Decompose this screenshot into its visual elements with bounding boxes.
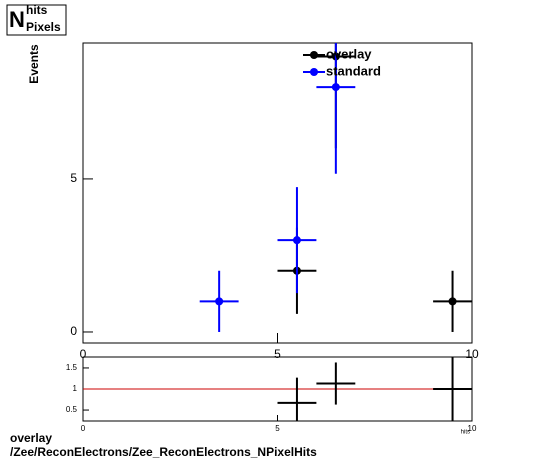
x-tick-label: 0 xyxy=(81,424,86,433)
title-sup: hits xyxy=(26,3,48,17)
y-tick-label: 0.5 xyxy=(66,405,78,414)
x-tick-label: 10 xyxy=(465,347,479,361)
y-axis-label: Events xyxy=(27,44,41,84)
marker xyxy=(292,236,301,245)
caption-line: /Zee/ReconElectrons/Zee_ReconElectrons_N… xyxy=(10,445,317,459)
y-tick-label: 1 xyxy=(73,384,78,393)
x-tick-label: 5 xyxy=(274,347,281,361)
legend-label: overlay xyxy=(326,46,372,61)
y-tick-label: 5 xyxy=(70,171,77,185)
marker xyxy=(331,83,340,92)
plot-area xyxy=(199,43,472,332)
x-tick-label: 10 xyxy=(468,424,477,433)
title-sub: Pixels xyxy=(26,20,61,34)
title-box xyxy=(6,4,67,36)
legend-label: standard xyxy=(326,63,381,78)
marker xyxy=(448,297,457,306)
legend-marker xyxy=(310,68,318,76)
x-tick-label: 5 xyxy=(275,424,280,433)
x-tick-label: 0 xyxy=(80,347,87,361)
legend-marker xyxy=(310,51,318,59)
caption-line: overlay xyxy=(10,431,52,445)
y-tick-label: 0 xyxy=(70,324,77,338)
plot-area xyxy=(83,357,472,421)
marker xyxy=(215,297,224,306)
x-axis-label: hits xyxy=(461,430,470,436)
y-tick-label: 1.5 xyxy=(66,363,78,372)
title-main: N xyxy=(9,7,25,32)
